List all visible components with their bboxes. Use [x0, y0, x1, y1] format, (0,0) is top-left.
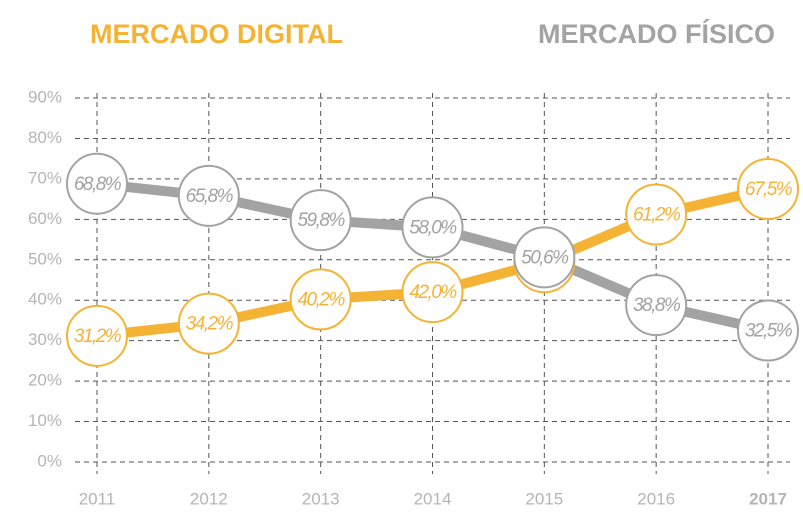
point-marker: [177, 164, 240, 227]
point-marker: [66, 304, 128, 367]
y-tick-label: 30%: [28, 330, 62, 349]
y-tick-label: 10%: [28, 411, 62, 430]
data-label: 40,2%: [297, 289, 345, 310]
point-marker: [737, 158, 799, 220]
data-label: 50,6%: [521, 247, 569, 268]
y-tick-label: 0%: [37, 451, 62, 470]
legend-label: MERCADO DIGITAL: [90, 19, 343, 49]
x-tick-label: 2014: [414, 489, 452, 508]
y-tick-label: 90%: [28, 87, 62, 106]
point-marker: [177, 292, 240, 355]
y-tick-label: 40%: [28, 290, 62, 309]
y-tick-label: 80%: [28, 128, 62, 147]
point-marker: [513, 226, 576, 289]
point-marker: [401, 261, 464, 324]
data-label: 34,2%: [186, 314, 234, 335]
x-tick-label: 2015: [525, 489, 563, 508]
x-tick-label: 2016: [637, 489, 675, 508]
y-tick-label: 60%: [28, 209, 62, 228]
y-tick-label: 70%: [28, 168, 62, 187]
data-label: 68,8%: [74, 174, 122, 195]
data-label: 67,5%: [745, 179, 793, 200]
x-tick-label: 2011: [79, 489, 116, 508]
point-marker: [66, 152, 128, 215]
y-tick-label: 20%: [28, 371, 62, 390]
legend-label: MERCADO FÍSICO: [538, 18, 775, 49]
point-marker: [401, 196, 464, 259]
point-marker: [289, 268, 352, 331]
data-label: 65,8%: [186, 186, 234, 207]
point-marker: [625, 183, 688, 246]
data-label: 32,5%: [745, 321, 793, 342]
x-tick-label: 2017: [749, 489, 787, 508]
markers: 31,2%34,2%40,2%42,0%49,4%61,2%67,5%68,8%…: [66, 152, 799, 367]
point-marker: [625, 274, 688, 337]
point-marker: [737, 299, 799, 362]
data-label: 42,0%: [409, 282, 457, 303]
data-label: 58,0%: [409, 217, 457, 238]
y-tick-label: 50%: [28, 249, 62, 268]
x-tick-label: 2012: [190, 489, 228, 508]
point-marker: [289, 189, 352, 252]
x-tick-label: 2013: [302, 489, 340, 508]
data-label: 31,2%: [74, 326, 122, 347]
data-label: 59,8%: [297, 210, 345, 231]
data-label: 61,2%: [633, 204, 681, 225]
data-label: 38,8%: [633, 295, 681, 316]
